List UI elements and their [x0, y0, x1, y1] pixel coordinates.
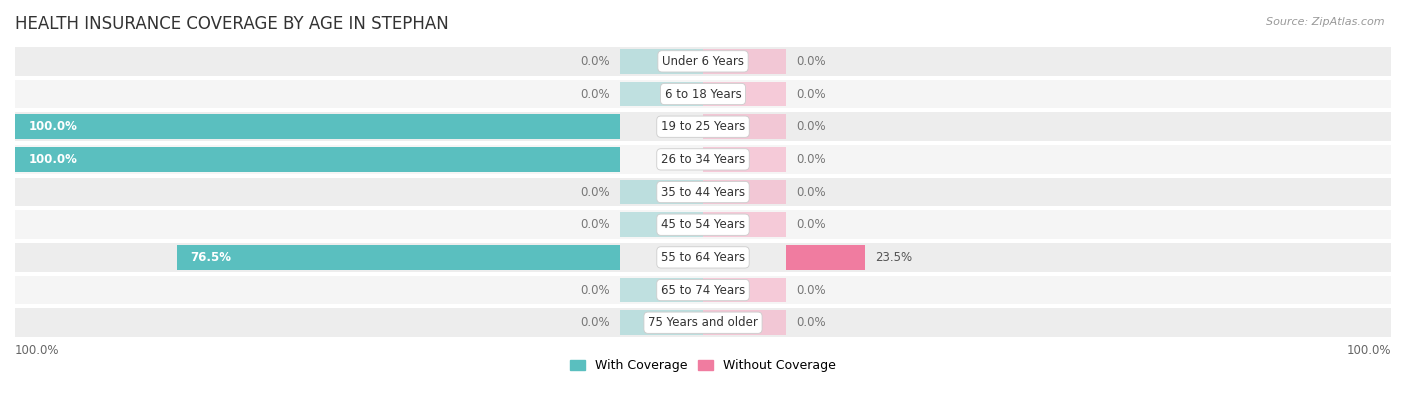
Text: 55 to 64 Years: 55 to 64 Years [661, 251, 745, 264]
Bar [15, 145, 1391, 174]
Bar [786, 245, 865, 270]
Bar [15, 178, 1391, 206]
Bar [620, 278, 703, 302]
Text: 6 to 18 Years: 6 to 18 Years [665, 88, 741, 100]
Bar [177, 245, 620, 270]
Text: 0.0%: 0.0% [796, 120, 825, 133]
Bar [15, 80, 1391, 108]
Text: HEALTH INSURANCE COVERAGE BY AGE IN STEPHAN: HEALTH INSURANCE COVERAGE BY AGE IN STEP… [15, 15, 449, 33]
Bar [703, 278, 786, 302]
Text: 19 to 25 Years: 19 to 25 Years [661, 120, 745, 133]
Bar [703, 180, 786, 204]
Bar [703, 212, 786, 237]
Text: 0.0%: 0.0% [581, 186, 610, 198]
Text: 0.0%: 0.0% [581, 88, 610, 100]
Bar [620, 310, 703, 335]
Text: 100.0%: 100.0% [1347, 344, 1391, 357]
Text: 76.5%: 76.5% [190, 251, 232, 264]
Bar [15, 115, 620, 139]
Bar [15, 210, 1391, 239]
Text: 0.0%: 0.0% [796, 316, 825, 329]
Text: 0.0%: 0.0% [581, 316, 610, 329]
Bar [15, 47, 1391, 76]
Text: 100.0%: 100.0% [28, 120, 77, 133]
Text: 0.0%: 0.0% [796, 153, 825, 166]
Bar [15, 243, 1391, 272]
Bar [620, 212, 703, 237]
Text: 75 Years and older: 75 Years and older [648, 316, 758, 329]
Text: 100.0%: 100.0% [15, 344, 59, 357]
Bar [15, 112, 1391, 141]
Bar [703, 310, 786, 335]
Bar [620, 49, 703, 73]
Text: 0.0%: 0.0% [581, 218, 610, 231]
Text: 0.0%: 0.0% [581, 55, 610, 68]
Text: 35 to 44 Years: 35 to 44 Years [661, 186, 745, 198]
Bar [703, 147, 786, 172]
Bar [15, 308, 1391, 337]
Text: 0.0%: 0.0% [796, 186, 825, 198]
Bar [703, 82, 786, 106]
Text: 65 to 74 Years: 65 to 74 Years [661, 283, 745, 297]
Text: 26 to 34 Years: 26 to 34 Years [661, 153, 745, 166]
Text: 45 to 54 Years: 45 to 54 Years [661, 218, 745, 231]
Bar [15, 276, 1391, 305]
Bar [620, 82, 703, 106]
Text: 23.5%: 23.5% [875, 251, 912, 264]
Text: 0.0%: 0.0% [796, 55, 825, 68]
Text: Source: ZipAtlas.com: Source: ZipAtlas.com [1267, 17, 1385, 27]
Text: 0.0%: 0.0% [796, 218, 825, 231]
Text: 100.0%: 100.0% [28, 153, 77, 166]
Text: 0.0%: 0.0% [581, 283, 610, 297]
Bar [15, 147, 620, 172]
Bar [620, 180, 703, 204]
Legend: With Coverage, Without Coverage: With Coverage, Without Coverage [565, 354, 841, 377]
Bar [703, 49, 786, 73]
Text: 0.0%: 0.0% [796, 283, 825, 297]
Bar [703, 115, 786, 139]
Text: 0.0%: 0.0% [796, 88, 825, 100]
Text: Under 6 Years: Under 6 Years [662, 55, 744, 68]
